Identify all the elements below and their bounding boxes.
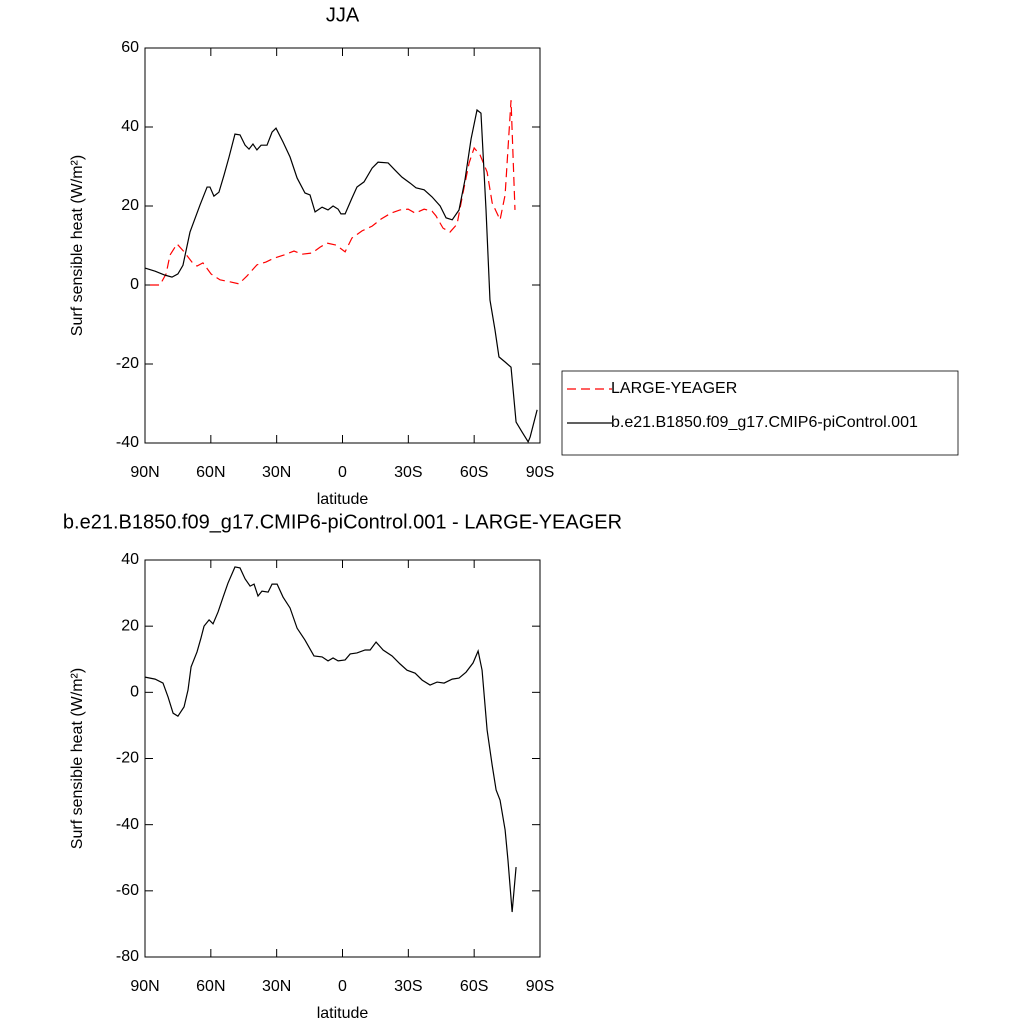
x-tick-label: 60S [460,464,488,481]
x-tick-label: 90N [130,978,159,995]
x-tick-label: 30S [394,464,422,481]
y-tick-label: 0 [130,276,139,293]
chart-title: b.e21.B1850.f09_g17.CMIP6-piControl.001 … [63,511,622,533]
plot-frame [144,559,541,958]
series-line [144,566,517,913]
x-tick-label: 60N [196,464,225,481]
y-tick-label: 40 [121,118,139,135]
chart-title: JJA [326,4,360,26]
x-tick-label: 0 [338,464,347,481]
x-tick-label: 60N [196,978,225,995]
y-tick-label: 0 [130,684,139,701]
y-axis-label: Surf sensible heat (W/m²) [69,155,86,336]
legend-label: LARGE-YEAGER [611,380,737,397]
x-axis-label: latitude [317,491,369,508]
x-tick-label: 30S [394,978,422,995]
y-tick-label: -40 [116,816,139,833]
plot-frame [144,47,541,444]
x-tick-label: 90S [526,464,554,481]
x-tick-label: 30N [262,978,291,995]
y-tick-label: 20 [121,197,139,214]
x-tick-label: 90N [130,464,159,481]
series-line [150,100,516,286]
y-tick-label: -20 [116,750,139,767]
x-tick-label: 60S [460,978,488,995]
x-tick-label: 0 [338,978,347,995]
y-tick-label: 20 [121,617,139,634]
series-line [144,108,538,444]
x-tick-label: 90S [526,978,554,995]
y-tick-label: -80 [116,948,139,965]
y-tick-label: -60 [116,882,139,899]
y-tick-label: -40 [116,434,139,451]
y-axis-label: Surf sensible heat (W/m²) [69,668,86,849]
y-tick-label: -20 [116,355,139,372]
legend-box [561,370,959,456]
x-axis-label: latitude [317,1005,369,1022]
y-tick-label: 40 [121,551,139,568]
y-tick-label: 60 [121,39,139,56]
legend-label: b.e21.B1850.f09_g17.CMIP6-piControl.001 [611,414,918,431]
x-tick-label: 30N [262,464,291,481]
